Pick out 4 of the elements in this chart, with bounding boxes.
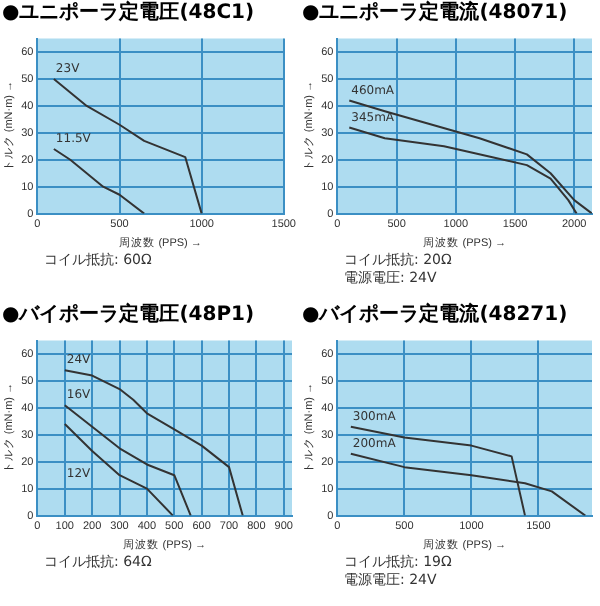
chart-title: ●ユニポーラ定電圧(48C1) [2,0,257,28]
chart-title: ●バイポーラ定電流(48271) [302,302,570,330]
chart-title: ●バイポーラ定電圧(48P1) [2,302,257,330]
chart-title: ●ユニポーラ定電流(48071) [302,0,570,28]
